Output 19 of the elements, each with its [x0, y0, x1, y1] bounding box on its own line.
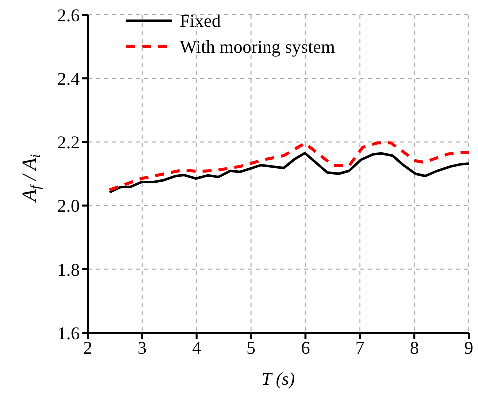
x-tick-label: 2 — [84, 338, 92, 358]
y-tick-label: 2.0 — [58, 196, 80, 216]
x-tick-label: 9 — [464, 338, 474, 358]
line-series — [108, 152, 469, 194]
x-tick-label: 7 — [356, 338, 365, 358]
line-series — [108, 142, 469, 192]
y-tick-label: 2.4 — [58, 68, 80, 89]
legend-label: With mooring system — [180, 36, 336, 59]
y-tick-label: 1.8 — [58, 260, 80, 280]
y-tick-label: 2.6 — [58, 5, 80, 26]
y-tick-label: 1.6 — [58, 323, 80, 344]
x-tick-label: 8 — [410, 338, 420, 358]
x-axis-title: T (s) — [262, 369, 296, 389]
x-tick-label: 3 — [138, 338, 147, 358]
x-tick-label: 6 — [301, 338, 310, 358]
y-tick-label: 2.2 — [58, 132, 80, 153]
x-tick-label: 4 — [192, 338, 202, 358]
x-tick-label: 5 — [246, 338, 256, 358]
legend-label: Fixed — [180, 10, 222, 33]
